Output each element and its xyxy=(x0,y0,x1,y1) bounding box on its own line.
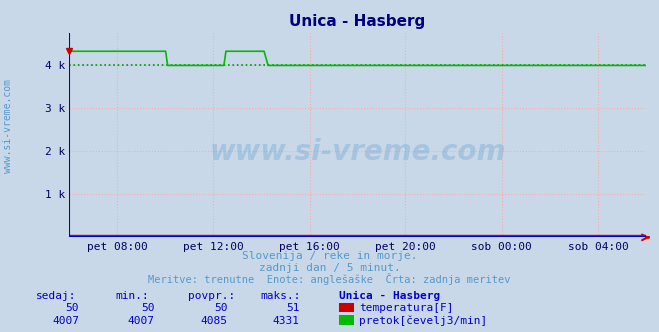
Text: Slovenija / reke in morje.: Slovenija / reke in morje. xyxy=(242,251,417,261)
Text: 4007: 4007 xyxy=(128,316,155,326)
Text: 4085: 4085 xyxy=(200,316,227,326)
Text: 50: 50 xyxy=(142,303,155,313)
Text: www.si-vreme.com: www.si-vreme.com xyxy=(210,138,505,166)
Text: sedaj:: sedaj: xyxy=(36,291,76,301)
Text: 4331: 4331 xyxy=(273,316,300,326)
Text: Meritve: trenutne  Enote: anglešaške  Črta: zadnja meritev: Meritve: trenutne Enote: anglešaške Črta… xyxy=(148,273,511,285)
Text: 51: 51 xyxy=(287,303,300,313)
Text: 4007: 4007 xyxy=(52,316,79,326)
Text: temperatura[F]: temperatura[F] xyxy=(359,303,453,313)
Title: Unica - Hasberg: Unica - Hasberg xyxy=(289,14,426,29)
Text: www.si-vreme.com: www.si-vreme.com xyxy=(3,79,13,173)
Text: 50: 50 xyxy=(66,303,79,313)
Text: pretok[čevelj3/min]: pretok[čevelj3/min] xyxy=(359,315,488,326)
Text: min.:: min.: xyxy=(115,291,149,301)
Text: Unica - Hasberg: Unica - Hasberg xyxy=(339,291,441,301)
Text: zadnji dan / 5 minut.: zadnji dan / 5 minut. xyxy=(258,263,401,273)
Text: maks.:: maks.: xyxy=(260,291,301,301)
Text: povpr.:: povpr.: xyxy=(188,291,235,301)
Text: 50: 50 xyxy=(214,303,227,313)
